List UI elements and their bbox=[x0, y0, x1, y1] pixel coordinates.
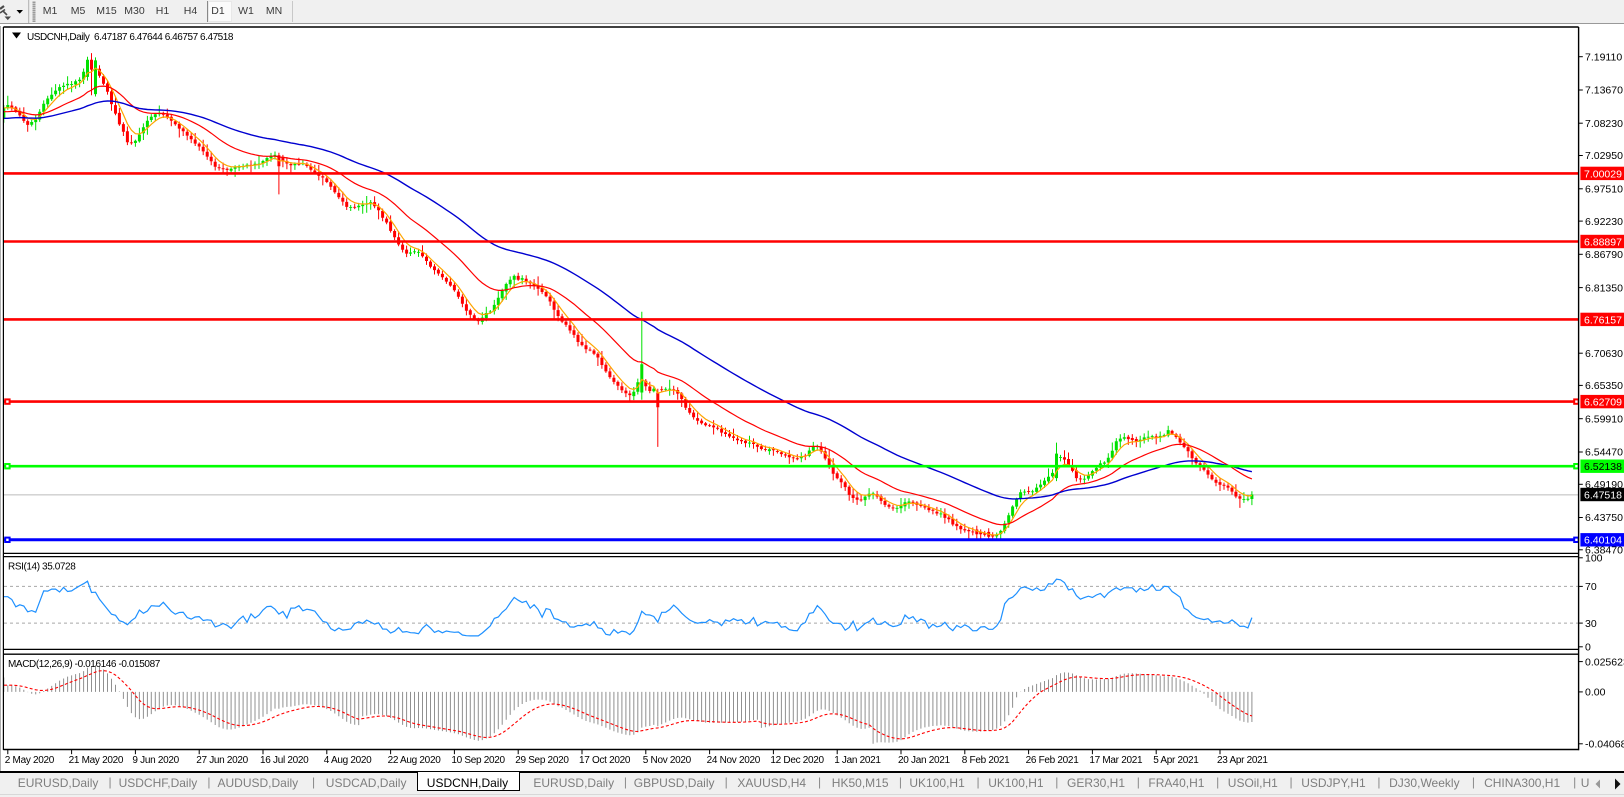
svg-text:6.86790: 6.86790 bbox=[1585, 249, 1623, 261]
svg-text:7.02950: 7.02950 bbox=[1585, 150, 1623, 162]
svg-text:22 Aug 2020: 22 Aug 2020 bbox=[388, 755, 442, 766]
svg-text:8 Feb 2021: 8 Feb 2021 bbox=[962, 755, 1010, 766]
svg-text:RSI(14) 35.0728: RSI(14) 35.0728 bbox=[8, 562, 76, 573]
svg-text:27 Jun 2020: 27 Jun 2020 bbox=[196, 755, 248, 766]
svg-text:5 Apr 2021: 5 Apr 2021 bbox=[1153, 755, 1199, 766]
svg-text:6.47518: 6.47518 bbox=[1584, 489, 1622, 501]
svg-text:4 Aug 2020: 4 Aug 2020 bbox=[324, 755, 372, 766]
svg-text:9 Jun 2020: 9 Jun 2020 bbox=[132, 755, 179, 766]
svg-text:6.43750: 6.43750 bbox=[1585, 512, 1623, 524]
svg-text:6.59910: 6.59910 bbox=[1585, 413, 1623, 425]
svg-text:12 Dec 2020: 12 Dec 2020 bbox=[770, 755, 824, 766]
svg-text:6.62709: 6.62709 bbox=[1584, 397, 1622, 409]
svg-text:5 Nov 2020: 5 Nov 2020 bbox=[643, 755, 692, 766]
svg-text:-0.040687: -0.040687 bbox=[1585, 739, 1624, 751]
svg-text:100: 100 bbox=[1585, 553, 1603, 565]
svg-text:30: 30 bbox=[1585, 618, 1597, 630]
svg-text:29 Sep 2020: 29 Sep 2020 bbox=[515, 755, 569, 766]
svg-text:6.81350: 6.81350 bbox=[1585, 282, 1623, 294]
svg-text:6.65350: 6.65350 bbox=[1585, 380, 1623, 392]
svg-text:21 May 2020: 21 May 2020 bbox=[69, 755, 124, 766]
svg-text:16 Jul 2020: 16 Jul 2020 bbox=[260, 755, 309, 766]
svg-text:10 Sep 2020: 10 Sep 2020 bbox=[451, 755, 505, 766]
svg-text:6.52138: 6.52138 bbox=[1584, 461, 1622, 473]
svg-text:7.00029: 7.00029 bbox=[1584, 168, 1622, 180]
svg-text:6.76157: 6.76157 bbox=[1584, 314, 1622, 326]
svg-text:23 Apr 2021: 23 Apr 2021 bbox=[1217, 755, 1268, 766]
svg-text:0.025623: 0.025623 bbox=[1585, 656, 1624, 668]
svg-text:6.92230: 6.92230 bbox=[1585, 216, 1623, 228]
svg-text:7.08230: 7.08230 bbox=[1585, 118, 1623, 130]
svg-text:17 Mar 2021: 17 Mar 2021 bbox=[1089, 755, 1143, 766]
svg-text:6.38470: 6.38470 bbox=[1585, 545, 1623, 557]
svg-text:7.19110: 7.19110 bbox=[1585, 51, 1622, 63]
svg-text:20 Jan 2021: 20 Jan 2021 bbox=[898, 755, 950, 766]
svg-text:24 Nov 2020: 24 Nov 2020 bbox=[707, 755, 761, 766]
svg-text:6.40104: 6.40104 bbox=[1584, 535, 1622, 547]
svg-text:USDCNH,Daily 6.47187 6.47644: USDCNH,Daily 6.47187 6.47644 6.46757 6.4… bbox=[27, 32, 234, 43]
svg-text:6.97510: 6.97510 bbox=[1585, 184, 1623, 196]
svg-text:70: 70 bbox=[1585, 581, 1597, 593]
svg-text:0: 0 bbox=[1585, 642, 1591, 654]
svg-text:2 May 2020: 2 May 2020 bbox=[5, 755, 55, 766]
svg-text:6.88897: 6.88897 bbox=[1584, 236, 1622, 248]
svg-text:6.70630: 6.70630 bbox=[1585, 348, 1623, 360]
svg-text:7.13670: 7.13670 bbox=[1585, 85, 1623, 97]
svg-text:MACD(12,26,9) -0.016146 -0.015: MACD(12,26,9) -0.016146 -0.015087 bbox=[8, 659, 161, 670]
svg-text:17 Oct 2020: 17 Oct 2020 bbox=[579, 755, 631, 766]
svg-text:1 Jan 2021: 1 Jan 2021 bbox=[834, 755, 881, 766]
svg-text:26 Feb 2021: 26 Feb 2021 bbox=[1026, 755, 1080, 766]
svg-text:0.00: 0.00 bbox=[1585, 687, 1606, 699]
svg-text:6.54470: 6.54470 bbox=[1585, 447, 1623, 459]
